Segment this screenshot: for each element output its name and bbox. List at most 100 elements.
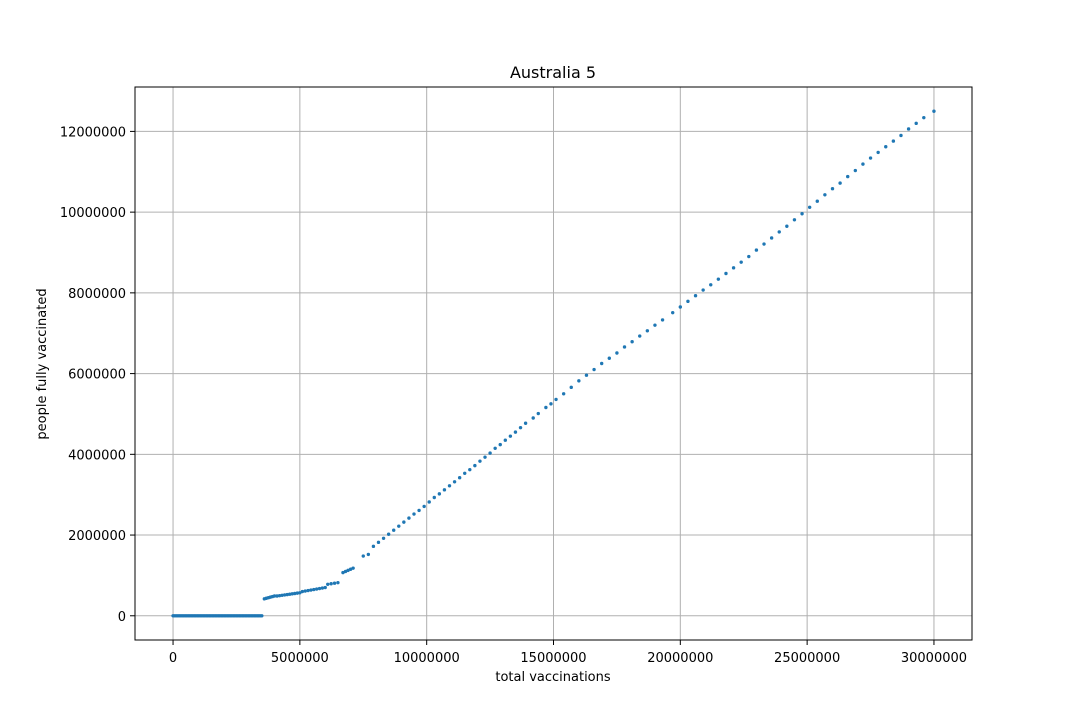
data-point — [326, 582, 330, 586]
data-point — [457, 476, 462, 480]
data-point — [275, 594, 279, 598]
data-point — [906, 127, 911, 131]
data-point — [323, 585, 327, 590]
data-point — [381, 536, 386, 540]
data-point — [332, 581, 337, 585]
data-point — [868, 156, 873, 160]
data-point — [724, 271, 728, 276]
data-point — [366, 552, 371, 557]
data-point — [932, 109, 936, 113]
data-point — [607, 356, 611, 360]
data-point — [290, 592, 294, 596]
data-point — [402, 520, 406, 524]
data-point — [417, 508, 421, 513]
data-point — [341, 570, 345, 575]
data-point — [498, 442, 502, 447]
grid-lines — [135, 87, 972, 640]
data-point — [452, 480, 457, 484]
data-point — [282, 593, 287, 597]
data-point — [630, 340, 634, 344]
data-point — [577, 379, 581, 383]
data-point — [701, 288, 705, 292]
data-point — [716, 277, 721, 281]
data-point — [288, 592, 292, 596]
data-point — [785, 224, 789, 228]
data-point — [473, 463, 477, 468]
data-point — [536, 411, 540, 416]
data-point — [295, 591, 300, 595]
data-point — [422, 504, 426, 509]
x-tick-label: 25000000 — [774, 651, 840, 666]
data-point — [823, 193, 827, 197]
x-tick-label: 15000000 — [520, 651, 586, 666]
data-point — [922, 115, 926, 120]
y-tick-label: 8000000 — [68, 287, 126, 302]
data-point — [622, 345, 627, 349]
data-point — [549, 402, 553, 406]
y-tick-label: 2000000 — [68, 529, 126, 544]
data-point — [671, 310, 675, 315]
data-point — [891, 139, 896, 143]
data-point — [762, 242, 766, 246]
y-tick-label: 6000000 — [68, 368, 126, 383]
data-point — [376, 540, 381, 545]
y-tick-label: 4000000 — [68, 448, 126, 463]
data-point — [513, 430, 518, 434]
data-point — [645, 329, 650, 333]
data-point — [554, 397, 558, 402]
data-point — [503, 438, 508, 442]
data-point — [523, 421, 528, 425]
data-point — [427, 500, 431, 504]
data-point — [317, 586, 322, 591]
data-point — [483, 455, 487, 459]
data-point — [615, 351, 619, 355]
x-tick-label: 30000000 — [901, 651, 967, 666]
data-point — [348, 567, 353, 571]
data-point — [314, 587, 319, 591]
x-tick-label: 10000000 — [394, 651, 460, 666]
data-point — [371, 544, 376, 549]
data-point — [899, 133, 903, 138]
data-point — [343, 569, 348, 574]
data-point — [660, 318, 665, 322]
data-point — [298, 591, 302, 595]
data-point — [488, 451, 492, 455]
data-point — [747, 254, 751, 259]
data-point — [468, 467, 472, 472]
data-point — [518, 425, 523, 430]
data-point — [731, 266, 736, 270]
data-point — [709, 283, 713, 287]
data-point — [272, 594, 277, 598]
data-point — [407, 516, 411, 520]
data-point — [861, 162, 865, 166]
x-tick-label: 20000000 — [647, 651, 713, 666]
data-point — [508, 434, 513, 438]
data-point — [300, 589, 305, 594]
data-point — [544, 405, 548, 410]
data-point — [346, 568, 350, 573]
data-point — [876, 150, 880, 155]
data-point — [769, 236, 774, 240]
data-point — [846, 174, 850, 179]
data-point — [584, 373, 589, 377]
data-point — [478, 459, 482, 463]
y-axis-ticks: 0 2000000 4000000 6000000 8000000 10000000 120… — [60, 125, 135, 625]
data-point — [815, 199, 819, 203]
data-point — [351, 566, 355, 570]
data-point — [336, 580, 340, 585]
data-points — [171, 109, 936, 618]
data-point — [686, 299, 690, 304]
data-point — [303, 589, 307, 593]
data-point — [592, 367, 596, 372]
data-point — [437, 492, 442, 496]
data-point — [260, 614, 264, 618]
data-point — [309, 588, 313, 592]
data-point — [463, 471, 467, 475]
data-point — [277, 593, 282, 598]
data-point — [599, 361, 604, 366]
data-point — [285, 592, 289, 597]
data-point — [361, 554, 365, 558]
data-point — [397, 524, 401, 528]
